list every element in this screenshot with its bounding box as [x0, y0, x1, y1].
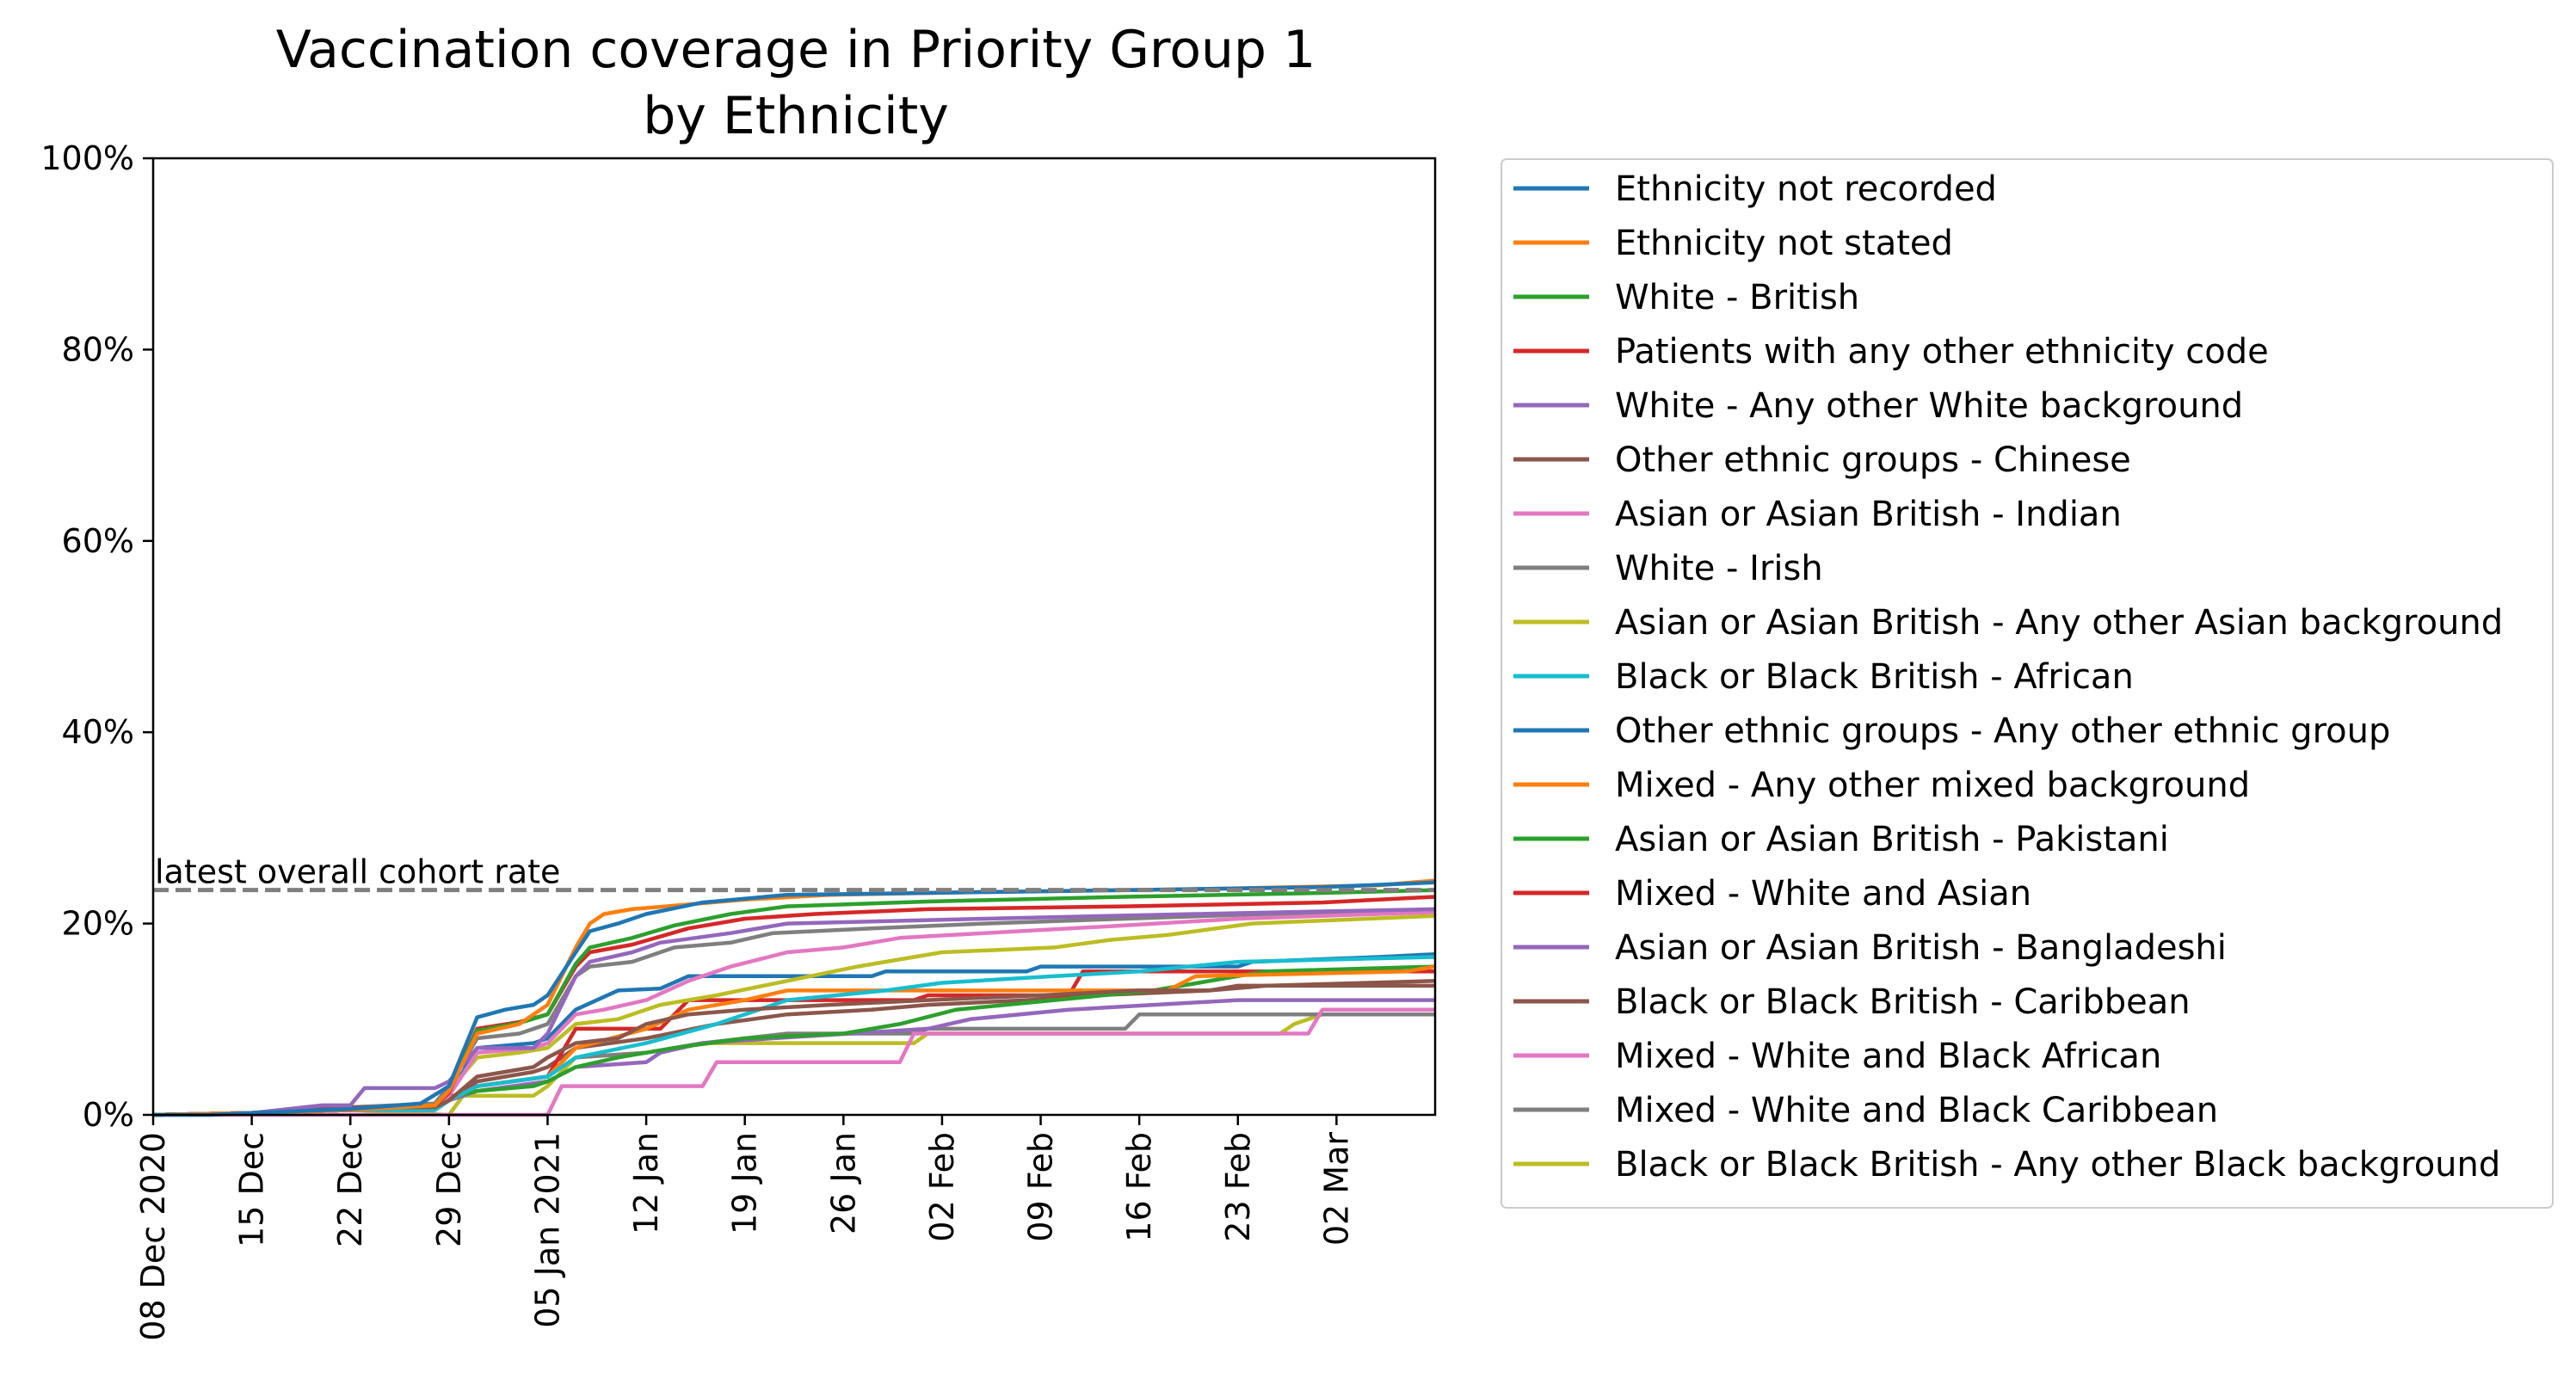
legend-label: Asian or Asian British - Pakistani: [1615, 820, 2169, 859]
chart-title-line-2: by Ethnicity: [643, 86, 949, 146]
plot-area: latest overall cohort rate: [151, 157, 1437, 1117]
legend-label: Mixed - White and Black Caribbean: [1615, 1091, 2218, 1130]
legend-label: Asian or Asian British - Bangladeshi: [1615, 928, 2227, 968]
y-tick-label: 20%: [62, 905, 134, 943]
y-tick-label: 40%: [62, 713, 134, 751]
legend-label: Other ethnic groups - Any other ethnic g…: [1615, 711, 2390, 751]
x-tick-label: 02 Feb: [923, 1132, 961, 1242]
y-tick-label: 100%: [40, 139, 134, 177]
y-axis: 0% 20% 40% 60% 80% 100%: [40, 139, 153, 1134]
legend-label: Mixed - White and Black African: [1615, 1037, 2161, 1076]
series-line: [152, 907, 1436, 1117]
x-tick-label: 29 Dec: [430, 1132, 468, 1247]
y-tick-label: 60%: [62, 522, 134, 560]
legend-items: Ethnicity not recorded Ethnicity not stat…: [1513, 169, 2503, 1185]
series-line: [153, 880, 1436, 1117]
legend-label: Asian or Asian British - Indian: [1615, 495, 2122, 534]
legend: Ethnicity not recorded Ethnicity not stat…: [1501, 158, 2554, 1209]
series-line: [152, 983, 1435, 1117]
x-tick-label: 19 Jan: [726, 1132, 764, 1234]
legend-label: Other ethnic groups - Chinese: [1615, 440, 2131, 480]
x-tick-label: 02 Mar: [1317, 1132, 1355, 1246]
chart-title-line-1: Vaccination coverage in Priority Group 1: [276, 20, 1316, 80]
x-tick-label: 26 Jan: [824, 1132, 862, 1234]
plot-frame: [151, 157, 1437, 1117]
legend-box: [1501, 158, 2554, 1209]
legend-label: Ethnicity not recorded: [1615, 169, 1997, 209]
x-tick-label: 23 Feb: [1219, 1132, 1257, 1242]
legend-label: Black or Black British - Any other Black…: [1615, 1145, 2500, 1185]
x-tick-label: 16 Feb: [1120, 1132, 1158, 1242]
series-line: [152, 955, 1436, 1117]
x-tick-label: 15 Dec: [233, 1132, 271, 1247]
legend-label: White - British: [1615, 278, 1859, 317]
legend-label: Mixed - Any other mixed background: [1615, 766, 2250, 805]
legend-label: Ethnicity not stated: [1615, 224, 1953, 263]
y-tick-label: 80%: [62, 330, 134, 368]
x-tick-label: 05 Jan 2021: [528, 1132, 566, 1328]
legend-label: Black or Black British - Caribbean: [1615, 982, 2191, 1022]
x-axis: 08 Dec 2020 15 Dec 22 Dec 29 Dec 05 Jan 2021…: [134, 1115, 1355, 1341]
legend-label: White - Any other White background: [1615, 386, 2243, 426]
x-tick-label: 09 Feb: [1022, 1132, 1060, 1242]
legend-label: White - Irish: [1615, 549, 1823, 588]
x-tick-label: 22 Dec: [331, 1132, 369, 1247]
y-tick-label: 0%: [83, 1096, 134, 1134]
x-tick-label: 12 Jan: [627, 1132, 665, 1234]
legend-label: Mixed - White and Asian: [1615, 874, 2031, 914]
legend-label: Patients with any other ethnicity code: [1615, 332, 2269, 372]
legend-label: Asian or Asian British - Any other Asian…: [1615, 603, 2503, 643]
x-tick-label: 08 Dec 2020: [134, 1132, 172, 1341]
legend-label: Black or Black British - African: [1615, 657, 2134, 697]
reference-line-label: latest overall cohort rate: [155, 853, 560, 891]
